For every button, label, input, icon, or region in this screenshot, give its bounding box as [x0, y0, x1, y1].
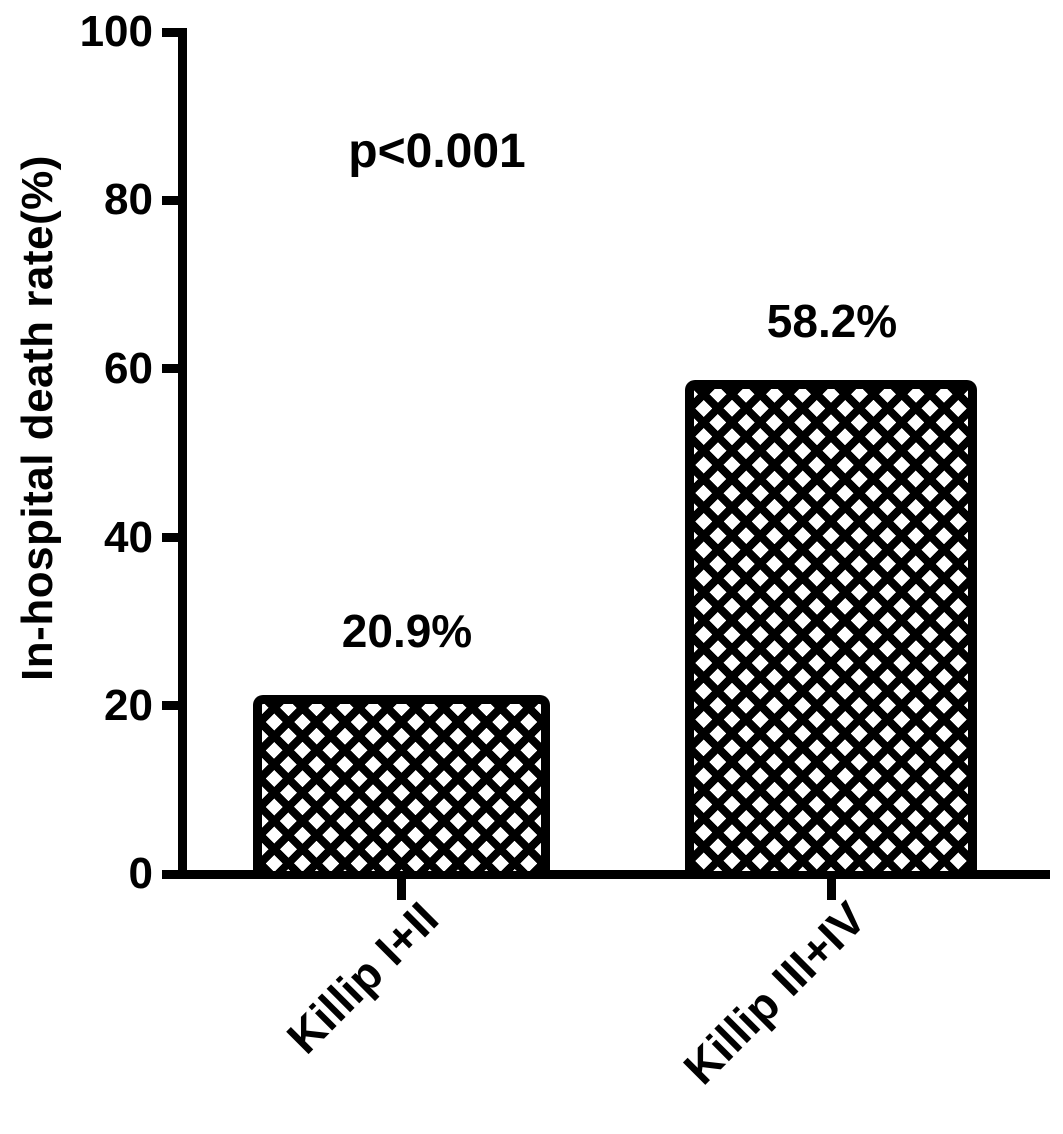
x-tick-killip-3-4: [827, 879, 836, 900]
y-tick-label-40: 40: [104, 513, 153, 562]
x-axis-line: [162, 870, 1050, 879]
x-label-killip-1-2: Killip I+II: [276, 891, 448, 1064]
y-tick-40: [162, 533, 187, 542]
y-tick-label-20: 20: [104, 681, 153, 730]
x-tick-killip-1-2: [397, 879, 406, 900]
y-tick-label-100: 100: [79, 7, 153, 56]
y-tick-20: [162, 701, 187, 710]
y-tick-label-80: 80: [104, 175, 153, 224]
value-label-killip-1-2: 20.9%: [341, 605, 473, 657]
x-label-killip-3-4: Killip III+IV: [673, 891, 876, 1095]
y-tick-60: [162, 364, 187, 373]
bar-killip-1-2: [253, 695, 550, 871]
y-tick-80: [162, 196, 187, 205]
y-tick-label-60: 60: [104, 344, 153, 393]
y-axis-line: [178, 28, 187, 879]
bar-killip-3-4: [685, 380, 977, 871]
y-tick-label-0: 0: [128, 849, 153, 898]
value-label-killip-3-4: 58.2%: [766, 295, 898, 347]
y-axis-title: In-hospital death rate(%): [13, 155, 62, 681]
p-value-annotation: p<0.001: [348, 125, 526, 178]
y-tick-100: [162, 28, 187, 37]
